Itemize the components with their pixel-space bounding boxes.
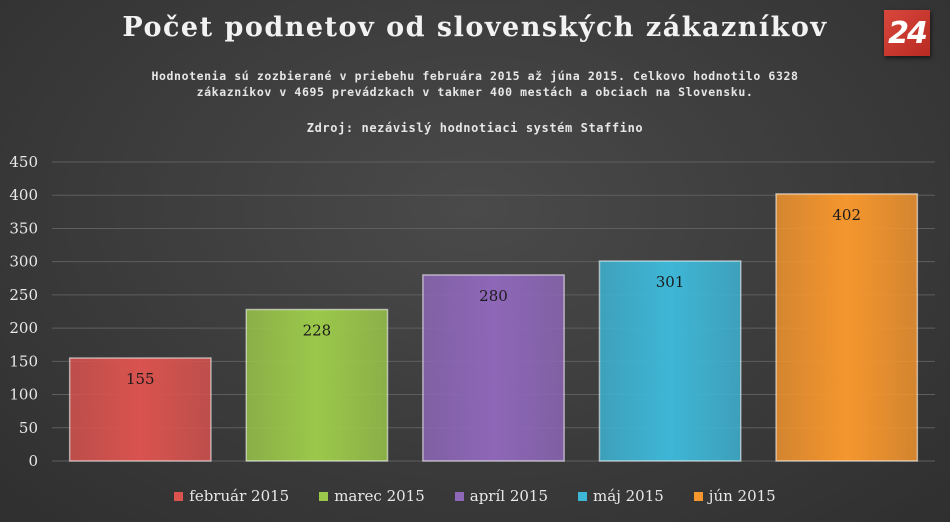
legend-item: máj 2015 xyxy=(578,487,664,505)
brand-logo[interactable]: 24 xyxy=(884,10,930,56)
legend-item: jún 2015 xyxy=(693,487,776,505)
legend-label: február 2015 xyxy=(189,487,290,505)
y-tick-label: 200 xyxy=(9,319,38,337)
y-tick-label: 50 xyxy=(19,419,38,437)
y-tick-label: 100 xyxy=(9,386,38,404)
chart-source: Zdroj: nezávislý hodnotiaci systém Staff… xyxy=(306,121,644,135)
data-label: 228 xyxy=(303,322,332,340)
y-tick-label: 0 xyxy=(28,452,38,470)
legend: február 2015 marec 2015 apríl 2015 máj 2015… xyxy=(0,487,950,505)
legend-item: marec 2015 xyxy=(319,487,425,505)
legend-item: február 2015 xyxy=(174,487,289,505)
legend-label: apríl 2015 xyxy=(469,487,549,505)
legend-swatch xyxy=(693,491,703,501)
y-axis-ticks: 0 50 100 150 200 250 300 350 400 450 xyxy=(9,153,38,470)
data-label: 402 xyxy=(832,206,861,224)
bar-apríl-2015 xyxy=(422,274,565,462)
legend-swatch xyxy=(319,491,329,501)
legend-swatch xyxy=(174,491,184,501)
legend-item: apríl 2015 xyxy=(454,487,549,505)
bar-február-2015 xyxy=(68,357,212,462)
legend-swatch xyxy=(454,491,464,501)
subtitle-line-1: Hodnotenia sú zozbierané v priebehu febr… xyxy=(151,69,799,83)
legend-label: jún 2015 xyxy=(708,487,776,505)
data-labels: 155 228 280 301 402 xyxy=(126,206,861,388)
y-tick-label: 350 xyxy=(9,219,38,237)
legend-swatch xyxy=(578,491,588,501)
chart-subtitle: Hodnotenia sú zozbierané v priebehu febr… xyxy=(95,68,855,100)
bar-jún-2015 xyxy=(775,193,919,462)
data-label: 155 xyxy=(126,370,155,388)
data-label: 301 xyxy=(656,273,685,291)
y-tick-label: 250 xyxy=(9,286,38,304)
bar-marec-2015 xyxy=(245,308,389,462)
y-tick-label: 400 xyxy=(9,186,38,204)
data-label: 280 xyxy=(479,287,508,305)
y-tick-label: 300 xyxy=(9,253,38,271)
bars xyxy=(68,193,919,462)
legend-label: máj 2015 xyxy=(593,487,664,505)
y-tick-label: 150 xyxy=(9,352,38,370)
subtitle-line-2: zákazníkov v 4695 prevádzkach v takmer 4… xyxy=(196,85,754,99)
bar-máj-2015 xyxy=(598,260,742,462)
chart-title: Počet podnetov od slovenských zákazníkov xyxy=(122,12,828,43)
y-tick-label: 450 xyxy=(9,153,38,171)
legend-label: marec 2015 xyxy=(334,487,425,505)
